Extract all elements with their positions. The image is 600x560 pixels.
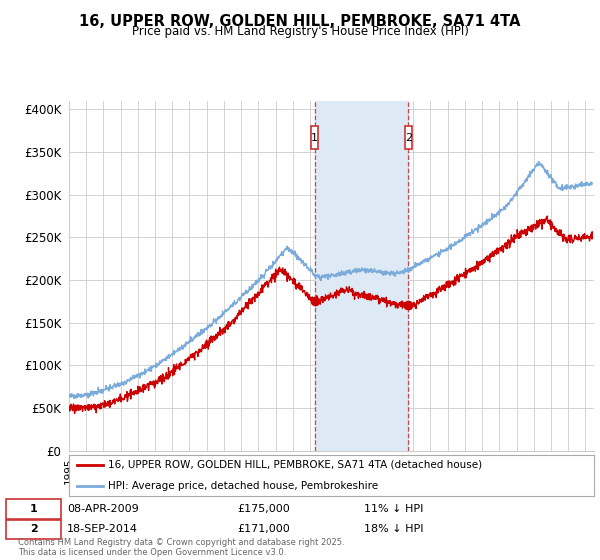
Text: 1: 1 (311, 133, 318, 142)
Text: 2: 2 (405, 133, 412, 142)
FancyBboxPatch shape (7, 520, 61, 539)
Text: 18% ↓ HPI: 18% ↓ HPI (364, 524, 423, 534)
Text: Price paid vs. HM Land Registry's House Price Index (HPI): Price paid vs. HM Land Registry's House … (131, 25, 469, 38)
Text: HPI: Average price, detached house, Pembrokeshire: HPI: Average price, detached house, Pemb… (109, 481, 379, 491)
Text: Contains HM Land Registry data © Crown copyright and database right 2025.
This d: Contains HM Land Registry data © Crown c… (18, 538, 344, 557)
Text: 1: 1 (29, 504, 37, 514)
Text: £171,000: £171,000 (237, 524, 290, 534)
FancyBboxPatch shape (404, 125, 412, 150)
Text: 08-APR-2009: 08-APR-2009 (67, 504, 139, 514)
Text: 2: 2 (29, 524, 37, 534)
FancyBboxPatch shape (7, 500, 61, 519)
Text: 18-SEP-2014: 18-SEP-2014 (67, 524, 138, 534)
Text: 11% ↓ HPI: 11% ↓ HPI (364, 504, 423, 514)
FancyBboxPatch shape (311, 125, 319, 150)
Text: £175,000: £175,000 (237, 504, 290, 514)
Bar (314, 101, 409, 451)
Text: 16, UPPER ROW, GOLDEN HILL, PEMBROKE, SA71 4TA: 16, UPPER ROW, GOLDEN HILL, PEMBROKE, SA… (79, 14, 521, 29)
Text: 16, UPPER ROW, GOLDEN HILL, PEMBROKE, SA71 4TA (detached house): 16, UPPER ROW, GOLDEN HILL, PEMBROKE, SA… (109, 460, 482, 470)
